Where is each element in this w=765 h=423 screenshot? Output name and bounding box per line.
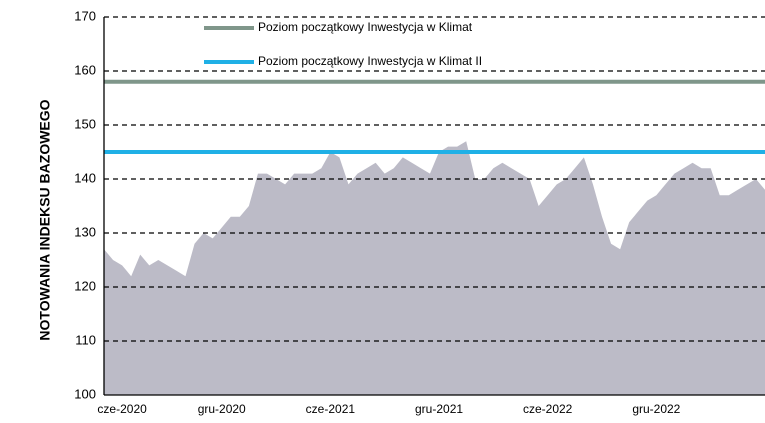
y-tick-label: 100 bbox=[74, 386, 96, 401]
legend-label: Poziom początkowy Inwestycja w Klimat II bbox=[258, 54, 482, 68]
x-tick-label: gru-2020 bbox=[198, 402, 246, 416]
y-tick-label: 130 bbox=[74, 224, 96, 239]
y-tick-label: 170 bbox=[74, 8, 96, 23]
x-tick-label: gru-2022 bbox=[632, 402, 680, 416]
legend-label: Poziom początkowy Inwestycja w Klimat bbox=[258, 20, 473, 34]
x-tick-label: cze-2020 bbox=[97, 402, 147, 416]
x-tick-label: gru-2021 bbox=[415, 402, 463, 416]
y-tick-label: 160 bbox=[74, 62, 96, 77]
y-tick-label: 140 bbox=[74, 170, 96, 185]
x-tick-label: cze-2021 bbox=[306, 402, 356, 416]
x-tick-label: cze-2022 bbox=[523, 402, 573, 416]
y-axis-label: NOTOWANIA INDEKSU BAZOWEGO bbox=[37, 99, 53, 340]
area bbox=[104, 141, 765, 395]
y-tick-label: 110 bbox=[75, 332, 96, 347]
y-tick-label: 120 bbox=[74, 278, 96, 293]
y-tick-label: 150 bbox=[74, 116, 96, 131]
